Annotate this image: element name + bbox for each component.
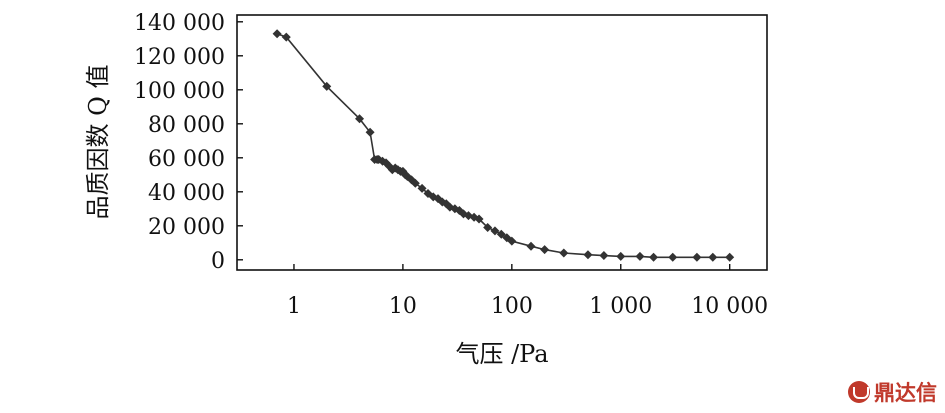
plot-frame: [236, 14, 768, 271]
series-line: [276, 32, 730, 259]
x-tick-label: 10 000: [691, 294, 768, 319]
data-point: [410, 178, 420, 188]
y-axis-title: 品质因数 Q 值: [84, 65, 112, 220]
data-point: [692, 252, 702, 262]
data-point: [417, 183, 427, 193]
data-point: [490, 226, 500, 236]
ticks: 0 20 000 40 000 60 000 80 000 100 000 120 000 1…: [134, 11, 768, 319]
y-tick-label: 140 000: [134, 11, 225, 36]
y-tick-label: 100 000: [134, 79, 225, 104]
data-point: [725, 252, 735, 262]
data-point: [272, 29, 282, 39]
data-point: [507, 236, 517, 246]
series-group: [272, 29, 735, 262]
data-point: [559, 248, 569, 258]
watermark-text: 鼎达信: [874, 381, 937, 405]
data-point: [708, 252, 718, 262]
data-point: [616, 251, 626, 261]
y-tick-label: 20 000: [148, 215, 225, 240]
data-point: [635, 251, 645, 261]
data-point: [599, 251, 609, 261]
data-point: [355, 114, 365, 124]
data-point: [526, 241, 536, 251]
data-point: [649, 252, 659, 262]
data-point: [583, 250, 593, 260]
data-point: [322, 81, 332, 91]
x-tick-label: 1 000: [589, 294, 652, 319]
data-point: [365, 127, 375, 137]
x-tick-label: 100: [491, 294, 533, 319]
y-tick-label: 0: [211, 249, 225, 274]
watermark: 鼎达信: [848, 377, 937, 407]
x-tick-label: 10: [389, 294, 417, 319]
data-point: [540, 245, 550, 255]
data-point: [668, 252, 678, 262]
data-point: [281, 32, 291, 42]
brand-logo-icon: [848, 381, 870, 403]
plot-border: [236, 14, 768, 271]
data-point: [483, 223, 493, 232]
y-tick-label: 40 000: [148, 181, 225, 206]
data-point: [474, 214, 484, 224]
y-tick-label: 120 000: [134, 45, 225, 70]
y-tick-label: 60 000: [148, 147, 225, 172]
x-tick-label: 1: [287, 294, 301, 319]
y-tick-label: 80 000: [148, 113, 225, 138]
x-axis-title: 气压 /Pa: [455, 340, 548, 368]
